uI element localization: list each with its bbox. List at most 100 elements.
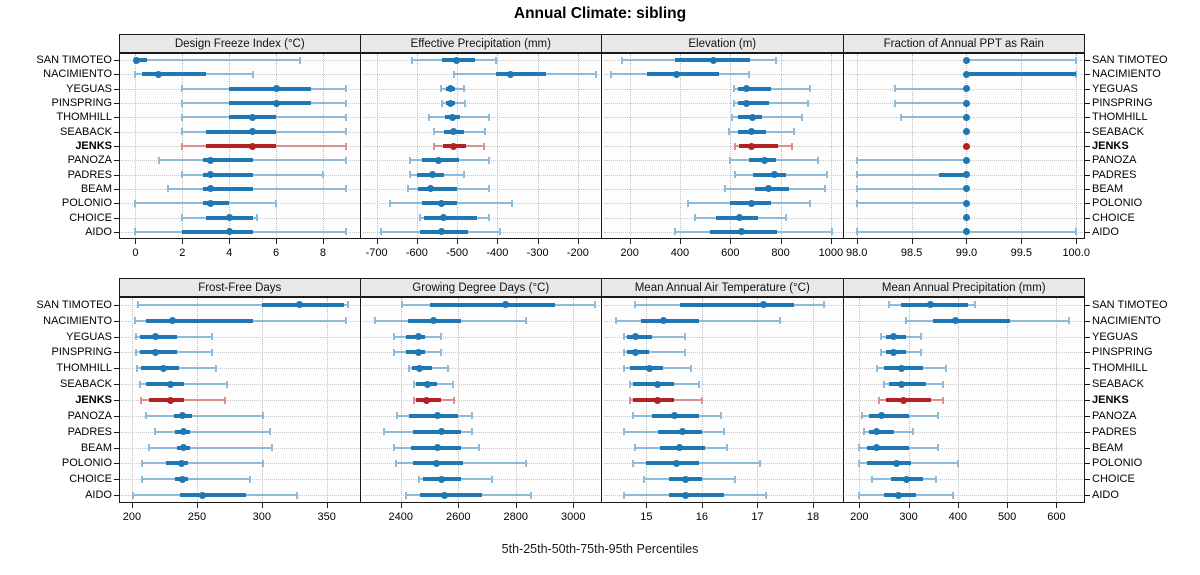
percentile-caption: 5th-25th-50th-75th-95th Percentiles [501, 542, 699, 556]
site-label-right: SAN TIMOTEO [1092, 54, 1168, 67]
y-tick [1085, 146, 1090, 147]
median-dot [962, 156, 970, 164]
whisker-cap-5th [733, 85, 736, 93]
x-tick-label: 200 [620, 247, 639, 259]
iqr-bar-25th-75th [423, 215, 478, 220]
whisker-cap-95th [499, 228, 502, 236]
median-dot [877, 412, 885, 420]
median-dot [440, 214, 448, 222]
x-tick-label: 4 [226, 247, 233, 259]
site-label-left: CHOICE [69, 211, 112, 224]
iqr-bar-25th-75th [752, 172, 786, 177]
median-dot [225, 214, 233, 222]
whisker-cap-95th [529, 491, 532, 499]
whisker-cap-95th [470, 428, 473, 436]
whisker-cap-5th [882, 380, 885, 388]
iqr-bar-25th-75th [203, 201, 230, 206]
whisker-cap-5th [412, 380, 415, 388]
gridline-h [121, 336, 359, 338]
whisker-5th-95th [734, 87, 810, 90]
x-tick [326, 503, 328, 508]
median-dot [167, 380, 175, 388]
panel-title: Elevation (m) [688, 37, 757, 50]
gridline-h [362, 174, 600, 176]
whisker-cap-95th [808, 85, 811, 93]
whisker-cap-95th [262, 412, 265, 420]
whisker-cap-5th [880, 348, 883, 356]
whisker-cap-5th [609, 70, 612, 78]
whisker-cap-95th [256, 214, 259, 222]
panel-title: Mean Annual Air Temperature (°C) [634, 281, 810, 294]
whisker-cap-5th [134, 199, 137, 207]
y-tick [114, 160, 119, 162]
whisker-5th-95th [135, 59, 300, 62]
whisker-cap-95th [346, 301, 349, 309]
y-tick [114, 415, 119, 417]
whisker-5th-95th [895, 102, 967, 105]
whisker-cap-5th [132, 491, 135, 499]
gridline-h [604, 146, 842, 147]
x-tick-label: 1000 [818, 247, 844, 259]
whisker-cap-95th [491, 475, 494, 483]
y-tick [1085, 188, 1090, 190]
gridline-h [604, 117, 842, 119]
iqr-bar-25th-75th [146, 318, 253, 323]
whisker-cap-95th [790, 142, 793, 150]
whisker-5th-95th [138, 303, 348, 306]
site-label-right: BEAM [1092, 182, 1124, 195]
whisker-cap-95th [345, 142, 348, 150]
median-dot [962, 142, 970, 150]
iqr-bar-25th-75th [229, 86, 312, 91]
iqr-bar-25th-75th [933, 318, 1010, 323]
gridline-h [604, 174, 842, 176]
panel-strip: Mean Annual Air Temperature (°C) [602, 278, 844, 297]
whisker-cap-5th [686, 199, 689, 207]
whisker-cap-5th [733, 99, 736, 107]
whisker-cap-95th [249, 475, 252, 483]
x-tick [457, 239, 459, 244]
whisker-cap-5th [147, 444, 150, 452]
median-dot [645, 364, 653, 372]
whisker-cap-95th [462, 85, 465, 93]
whisker-cap-5th [628, 396, 631, 404]
site-label-left: SAN TIMOTEO [36, 298, 112, 311]
median-dot [659, 317, 667, 325]
whisker-cap-95th [321, 171, 324, 179]
median-dot [764, 185, 772, 193]
whisker-cap-5th [855, 171, 858, 179]
y-tick [1085, 495, 1090, 497]
median-dot [743, 85, 751, 93]
x-tick [812, 503, 814, 508]
x-tick [261, 503, 263, 508]
panel-title: Fraction of Annual PPT as Rain [883, 37, 1044, 50]
median-dot [962, 85, 970, 93]
whisker-cap-5th [433, 142, 436, 150]
whisker-5th-95th [142, 462, 264, 465]
whisker-cap-5th [631, 459, 634, 467]
whisker-cap-5th [623, 348, 626, 356]
whisker-cap-5th [899, 113, 902, 121]
y-tick [114, 447, 119, 449]
site-label-right: SAN TIMOTEO [1092, 298, 1168, 311]
site-label-left: JENKS [75, 140, 112, 152]
site-label-right: CHOICE [1092, 473, 1135, 486]
whisker-cap-95th [689, 364, 692, 372]
iqr-bar-25th-75th [148, 398, 184, 402]
median-dot [430, 317, 438, 325]
site-label-right: BEAM [1092, 441, 1124, 454]
median-dot [414, 348, 422, 356]
x-tick [629, 239, 631, 244]
iqr-bar-25th-75th [180, 493, 247, 498]
whisker-cap-5th [134, 70, 137, 78]
site-label-left: YEGUAS [66, 82, 112, 95]
panel-strip: Mean Annual Precipitation (mm) [843, 278, 1085, 297]
gridline-h [121, 400, 359, 401]
whisker-cap-95th [974, 301, 977, 309]
y-tick [1085, 415, 1090, 417]
whisker-cap-5th [181, 99, 184, 107]
whisker-cap-95th [488, 156, 491, 164]
x-tick-label: -600 [405, 247, 428, 259]
median-dot [249, 113, 257, 121]
whisker-cap-95th [439, 348, 442, 356]
median-dot [452, 56, 460, 64]
